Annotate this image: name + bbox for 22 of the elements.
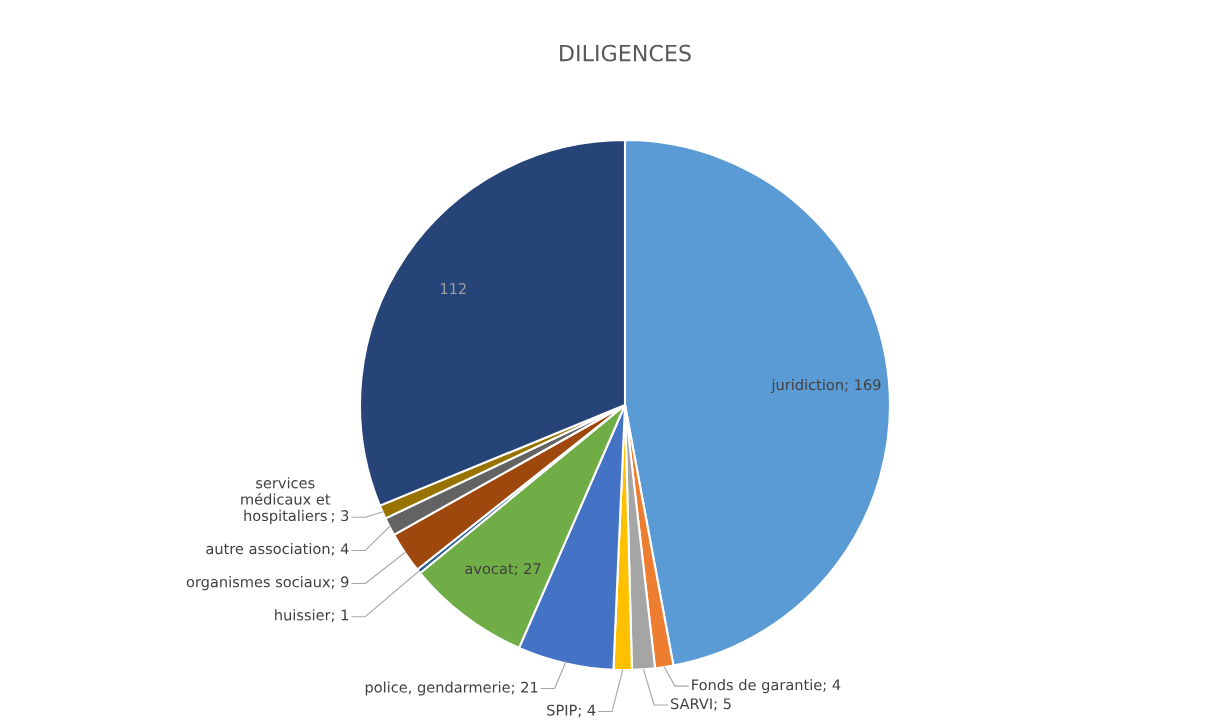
slice-label: autre association <box>206 542 330 555</box>
slice-label: police, gendarmerie <box>365 681 510 696</box>
data-label: ; 4 <box>578 704 596 718</box>
data-label: ; 3 <box>331 510 349 523</box>
slice-label: SARVI <box>671 698 712 710</box>
slice-label: services médicaux et hospitaliers <box>241 477 331 524</box>
data-label: ; 21 <box>511 681 538 695</box>
data-label: ; 4 <box>823 679 841 692</box>
data-label: ; 1 <box>331 609 349 622</box>
data-label: ; 4 <box>331 543 349 556</box>
data-label: 112 <box>441 283 466 294</box>
slice-label: avocat <box>465 563 514 575</box>
slice-label: organismes sociaux <box>186 576 331 591</box>
chart-title: DILIGENCES <box>560 44 691 62</box>
slice-label: huissier <box>275 609 331 621</box>
slice-label: juridiction <box>771 378 843 394</box>
data-label: ; 9 <box>331 576 349 589</box>
slice-label: Fonds de garantie <box>692 679 822 694</box>
data-label: ; 27 <box>514 563 541 576</box>
data-label: ; 169 <box>845 379 881 392</box>
slice-label: SPIP <box>547 704 577 716</box>
data-label: ; 5 <box>714 698 731 711</box>
